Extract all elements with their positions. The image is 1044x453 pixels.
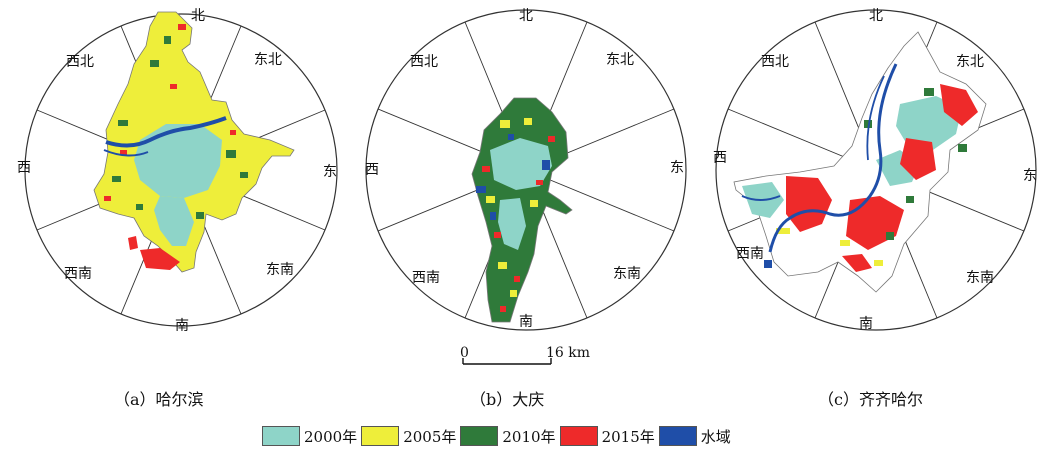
legend-swatch [361,426,400,446]
legend-swatch [460,426,499,446]
legend-item-2000: 2000年 [262,426,357,447]
panel-daqing: 北 东北 东 东南 南 西南 西 西北 [365,8,687,331]
legend-label: 2005年 [403,427,457,446]
panel-harbin: 北 东北 东 东南 南 西南 西 西北 [17,8,338,334]
map-canvas: 北 东北 东 东南 南 西南 西 西北 [17,8,1037,365]
legend-swatch [262,426,300,446]
direction-label-north: 北 [191,8,205,24]
panel-c-direction-labels: 北 东北 东 东南 南 西南 西 西北 [713,8,1037,332]
direction-label-northeast: 东北 [956,54,984,70]
direction-label-south: 南 [859,316,873,332]
direction-label-southwest: 西南 [412,270,440,286]
legend-item-2010: 2010年 [460,426,556,447]
legend-label: 2010年 [502,427,556,446]
direction-label-southeast: 东南 [266,262,294,278]
daqing-urban-area [471,97,573,323]
panel-b-caption: （b）大庆 [470,390,545,409]
direction-label-west: 西 [365,162,379,178]
direction-label-southeast: 东南 [966,270,994,286]
legend-swatch [559,426,598,446]
direction-label-northwest: 西北 [410,54,438,70]
legend-label: 2000年 [304,427,358,446]
scale-bar: 0 16 km [460,345,590,365]
direction-label-west: 西 [17,160,31,176]
direction-label-west: 西 [713,150,727,166]
panel-a-caption: （a）哈尔滨 [114,390,204,409]
legend-item-2005: 2005年 [361,426,456,447]
scale-bar-start: 0 [460,345,469,361]
direction-label-north: 北 [519,8,533,24]
panel-c-caption: （c）齐齐哈尔 [818,390,923,409]
direction-label-north: 北 [869,8,883,24]
direction-label-northwest: 西北 [761,54,789,70]
direction-label-south: 南 [175,318,189,334]
direction-label-southwest: 西南 [736,246,764,262]
direction-label-northeast: 东北 [606,52,634,68]
direction-label-east: 东 [323,164,337,180]
direction-label-northwest: 西北 [66,54,94,70]
panel-a-direction-labels: 北 东北 东 东南 南 西南 西 西北 [17,8,337,334]
direction-label-east: 东 [1023,168,1037,184]
legend-item-2015: 2015年 [559,426,655,447]
direction-label-east: 东 [670,160,684,176]
direction-label-southeast: 东南 [613,266,641,282]
panel-qiqihar: 北 东北 东 东南 南 西南 西 西北 [713,8,1037,332]
legend-label: 水域 [700,427,731,446]
legend-swatch [658,426,697,446]
direction-label-southwest: 西南 [64,266,92,282]
panel-b-direction-labels: 北 东北 东 东南 南 西南 西 西北 [365,8,684,330]
direction-label-south: 南 [519,314,533,330]
legend-label: 2015年 [601,427,655,446]
qiqihar-urban-area [733,31,987,293]
scale-bar-end: 16 km [546,345,590,361]
legend: 2000年 2005年 2010年 2015年 水域 [262,425,735,447]
harbin-urban-area [93,11,295,273]
legend-item-water: 水域 [658,426,731,447]
direction-label-northeast: 东北 [254,52,282,68]
